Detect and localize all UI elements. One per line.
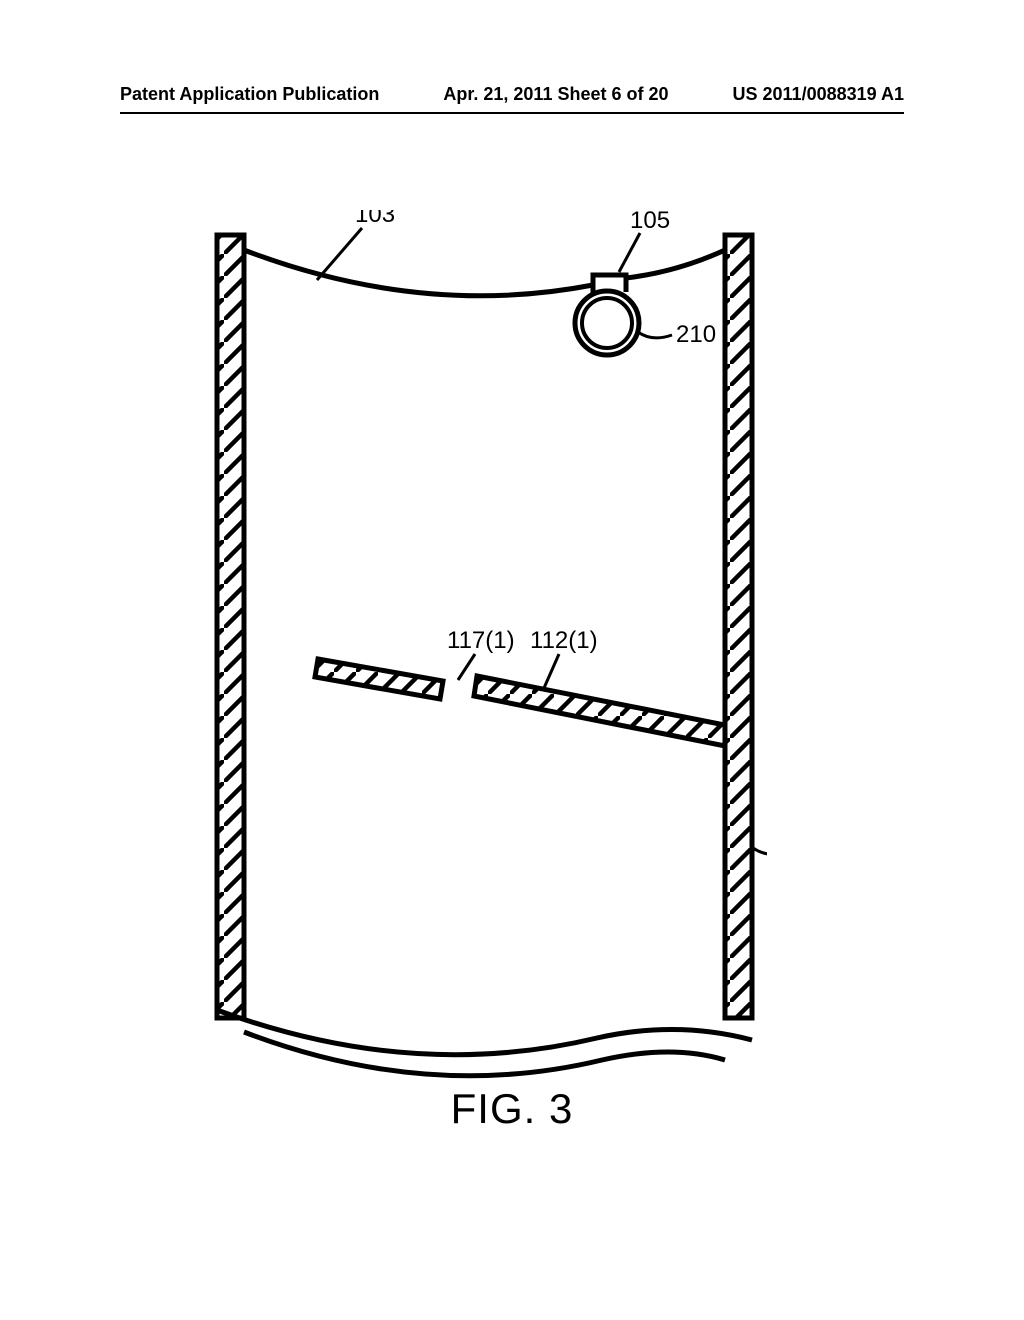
- label-105: 105: [630, 210, 670, 234]
- right-wall: [725, 235, 752, 1018]
- label-117-1: 117(1): [447, 627, 515, 654]
- header-left: Patent Application Publication: [120, 84, 379, 105]
- ring-outer: [575, 291, 639, 355]
- baffle-112: [474, 676, 725, 746]
- baffle-117: [315, 659, 443, 699]
- header-rule: [120, 112, 904, 114]
- figure-svg: 103 105 210 117(1) 112(1) 150: [202, 210, 767, 1110]
- label-112-1: 112(1): [530, 627, 598, 654]
- label-210: 210: [676, 321, 716, 348]
- leader-150: [753, 848, 767, 854]
- leader-112: [544, 654, 559, 688]
- top-surface: [244, 250, 725, 296]
- label-103: 103: [355, 210, 395, 228]
- leader-103: [317, 228, 362, 280]
- left-wall: [217, 235, 244, 1018]
- header-right: US 2011/0088319 A1: [733, 84, 904, 105]
- leader-105: [619, 233, 640, 272]
- header-center: Apr. 21, 2011 Sheet 6 of 20: [443, 84, 668, 105]
- patent-figure: 103 105 210 117(1) 112(1) 150: [202, 210, 767, 1110]
- page-header: Patent Application Publication Apr. 21, …: [0, 84, 1024, 105]
- figure-caption: FIG. 3: [0, 1085, 1024, 1133]
- leader-210: [638, 332, 672, 338]
- leader-117: [458, 654, 475, 680]
